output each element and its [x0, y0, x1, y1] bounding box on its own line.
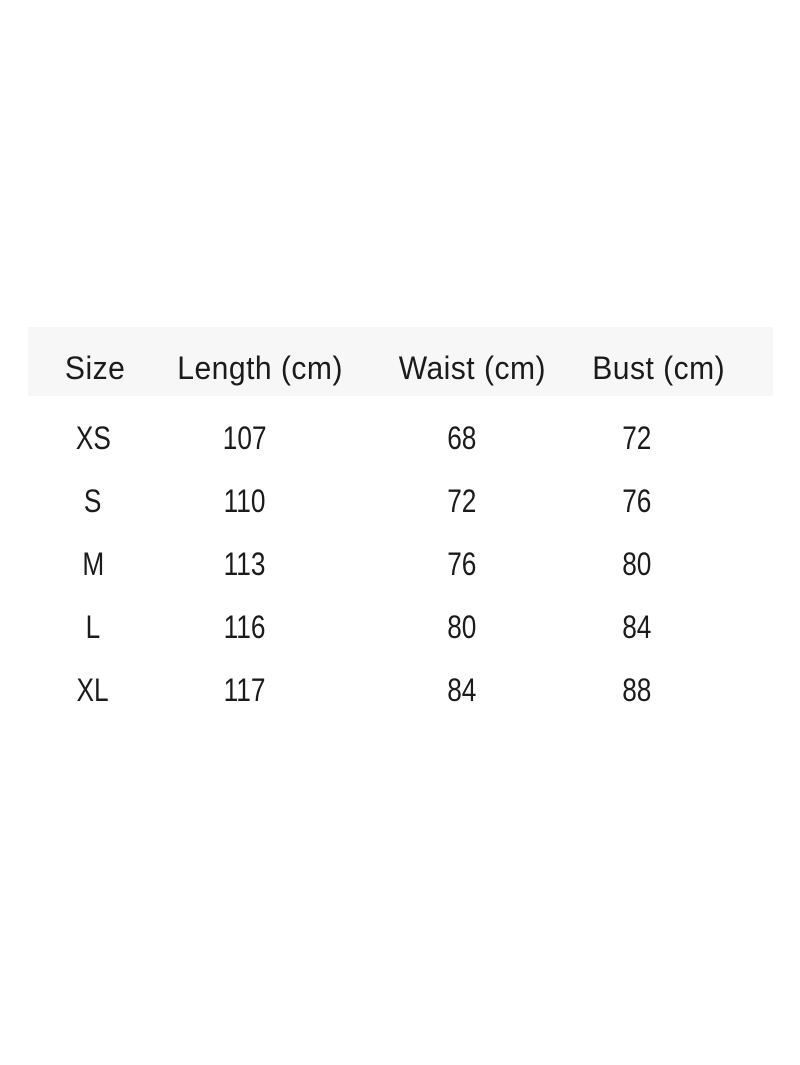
cell-waist: 76 — [332, 533, 592, 596]
column-header-bust-label: Bust (cm) — [592, 349, 726, 386]
cell-waist: 80 — [332, 596, 592, 659]
cell-bust: 72 — [592, 407, 682, 470]
waist-value: 80 — [447, 609, 477, 645]
table-row-m: M 113 76 80 — [28, 533, 773, 596]
waist-value: 84 — [447, 672, 477, 708]
cell-bust: 80 — [592, 533, 682, 596]
size-value: XS — [75, 420, 111, 456]
bust-value: 76 — [622, 483, 652, 519]
cell-length: 107 — [158, 407, 332, 470]
bust-value: 84 — [622, 609, 652, 645]
size-value: L — [85, 609, 101, 645]
column-header-waist-label: Waist (cm) — [398, 349, 546, 386]
size-chart-header-row: Size Length (cm) Waist (cm) Bust (cm) — [28, 327, 773, 396]
cell-bust: 76 — [592, 470, 682, 533]
cell-length: 116 — [158, 596, 332, 659]
size-chart: Size Length (cm) Waist (cm) Bust (cm) XS… — [28, 327, 773, 722]
cell-size: L — [28, 596, 158, 659]
column-header-length-label: Length (cm) — [177, 349, 343, 386]
size-value: M — [82, 546, 104, 582]
cell-size: XS — [28, 407, 158, 470]
size-chart-body: XS 107 68 72 S 110 72 76 — [28, 407, 773, 722]
cell-size: S — [28, 470, 158, 533]
column-header-waist: Waist (cm) — [358, 327, 586, 396]
column-header-size-label: Size — [64, 349, 126, 386]
column-header-length: Length (cm) — [162, 327, 358, 396]
length-value: 116 — [224, 609, 266, 645]
bust-value: 80 — [622, 546, 652, 582]
length-value: 117 — [224, 672, 266, 708]
cell-length: 117 — [158, 659, 332, 722]
column-header-size: Size — [28, 327, 162, 396]
column-header-bust: Bust (cm) — [586, 327, 732, 396]
length-value: 110 — [224, 483, 266, 519]
length-value: 107 — [223, 420, 267, 456]
cell-waist: 84 — [332, 659, 592, 722]
cell-length: 113 — [158, 533, 332, 596]
waist-value: 68 — [447, 420, 477, 456]
cell-bust: 88 — [592, 659, 682, 722]
waist-value: 72 — [447, 483, 477, 519]
cell-size: M — [28, 533, 158, 596]
cell-waist: 68 — [332, 407, 592, 470]
length-value: 113 — [224, 546, 266, 582]
size-value: XL — [76, 672, 110, 708]
cell-size: XL — [28, 659, 158, 722]
table-row-xl: XL 117 84 88 — [28, 659, 773, 722]
bust-value: 88 — [622, 672, 652, 708]
cell-bust: 84 — [592, 596, 682, 659]
table-row-l: L 116 80 84 — [28, 596, 773, 659]
cell-length: 110 — [158, 470, 332, 533]
cell-waist: 72 — [332, 470, 592, 533]
table-row-xs: XS 107 68 72 — [28, 407, 773, 470]
table-row-s: S 110 72 76 — [28, 470, 773, 533]
bust-value: 72 — [622, 420, 652, 456]
size-value: S — [84, 483, 102, 519]
waist-value: 76 — [447, 546, 477, 582]
